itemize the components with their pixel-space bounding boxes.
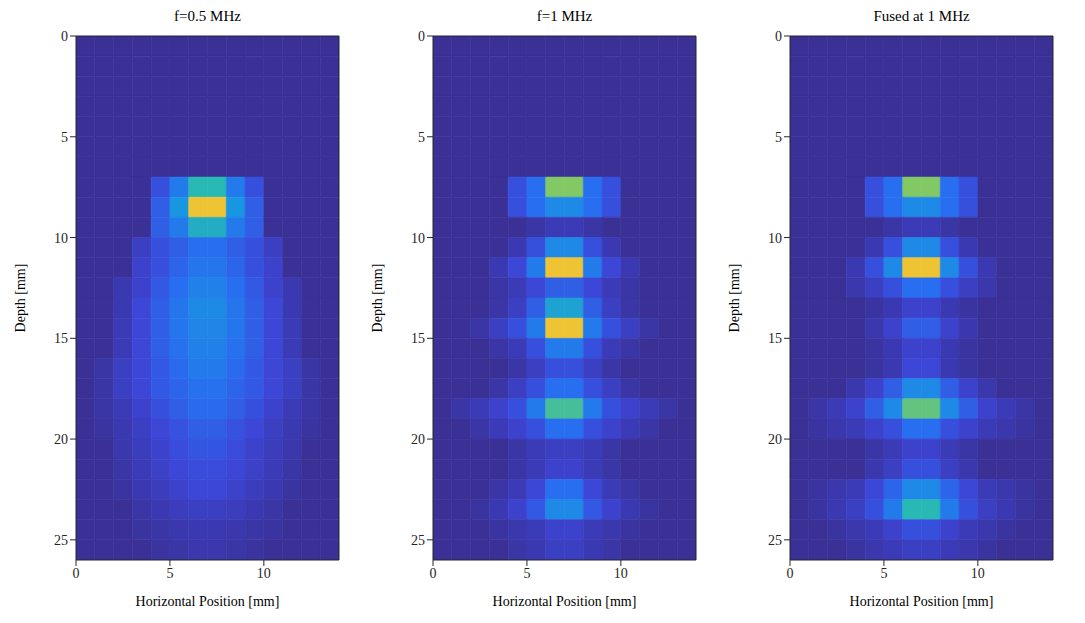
svg-text:0: 0 (430, 566, 437, 581)
svg-text:15: 15 (768, 331, 782, 346)
svg-text:Horizontal Position [mm]: Horizontal Position [mm] (136, 594, 280, 609)
svg-text:25: 25 (411, 533, 425, 548)
svg-text:Depth [mm]: Depth [mm] (727, 264, 742, 333)
svg-text:0: 0 (418, 29, 425, 44)
svg-text:10: 10 (768, 231, 782, 246)
svg-text:10: 10 (411, 231, 425, 246)
html-text:f=1 MHz: f=1 MHz (536, 8, 593, 24)
svg-text:10: 10 (971, 566, 985, 581)
svg-text:25: 25 (768, 533, 782, 548)
svg-text:20: 20 (54, 432, 68, 447)
svg-text:15: 15 (411, 331, 425, 346)
svg-text:0: 0 (61, 29, 68, 44)
html-text:Fused at 1 MHz: Fused at 1 MHz (873, 8, 970, 24)
svg-text:20: 20 (768, 432, 782, 447)
svg-text:5: 5 (523, 566, 530, 581)
svg-text:20: 20 (411, 432, 425, 447)
svg-text:Depth [mm]: Depth [mm] (13, 264, 28, 333)
svg-text:5: 5 (166, 566, 173, 581)
svg-text:5: 5 (775, 130, 782, 145)
svg-text:Depth [mm]: Depth [mm] (370, 264, 385, 333)
html-text:f=0.5 MHz: f=0.5 MHz (174, 8, 241, 24)
svg-text:25: 25 (54, 533, 68, 548)
svg-text:0: 0 (787, 566, 794, 581)
svg-text:0: 0 (775, 29, 782, 44)
svg-text:5: 5 (418, 130, 425, 145)
svg-text:5: 5 (880, 566, 887, 581)
svg-text:10: 10 (54, 231, 68, 246)
svg-text:5: 5 (61, 130, 68, 145)
svg-text:Horizontal Position [mm]: Horizontal Position [mm] (850, 594, 994, 609)
svg-text:10: 10 (614, 566, 628, 581)
svg-text:0: 0 (73, 566, 80, 581)
svg-text:10: 10 (257, 566, 271, 581)
svg-text:Horizontal Position [mm]: Horizontal Position [mm] (493, 594, 637, 609)
svg-text:15: 15 (54, 331, 68, 346)
